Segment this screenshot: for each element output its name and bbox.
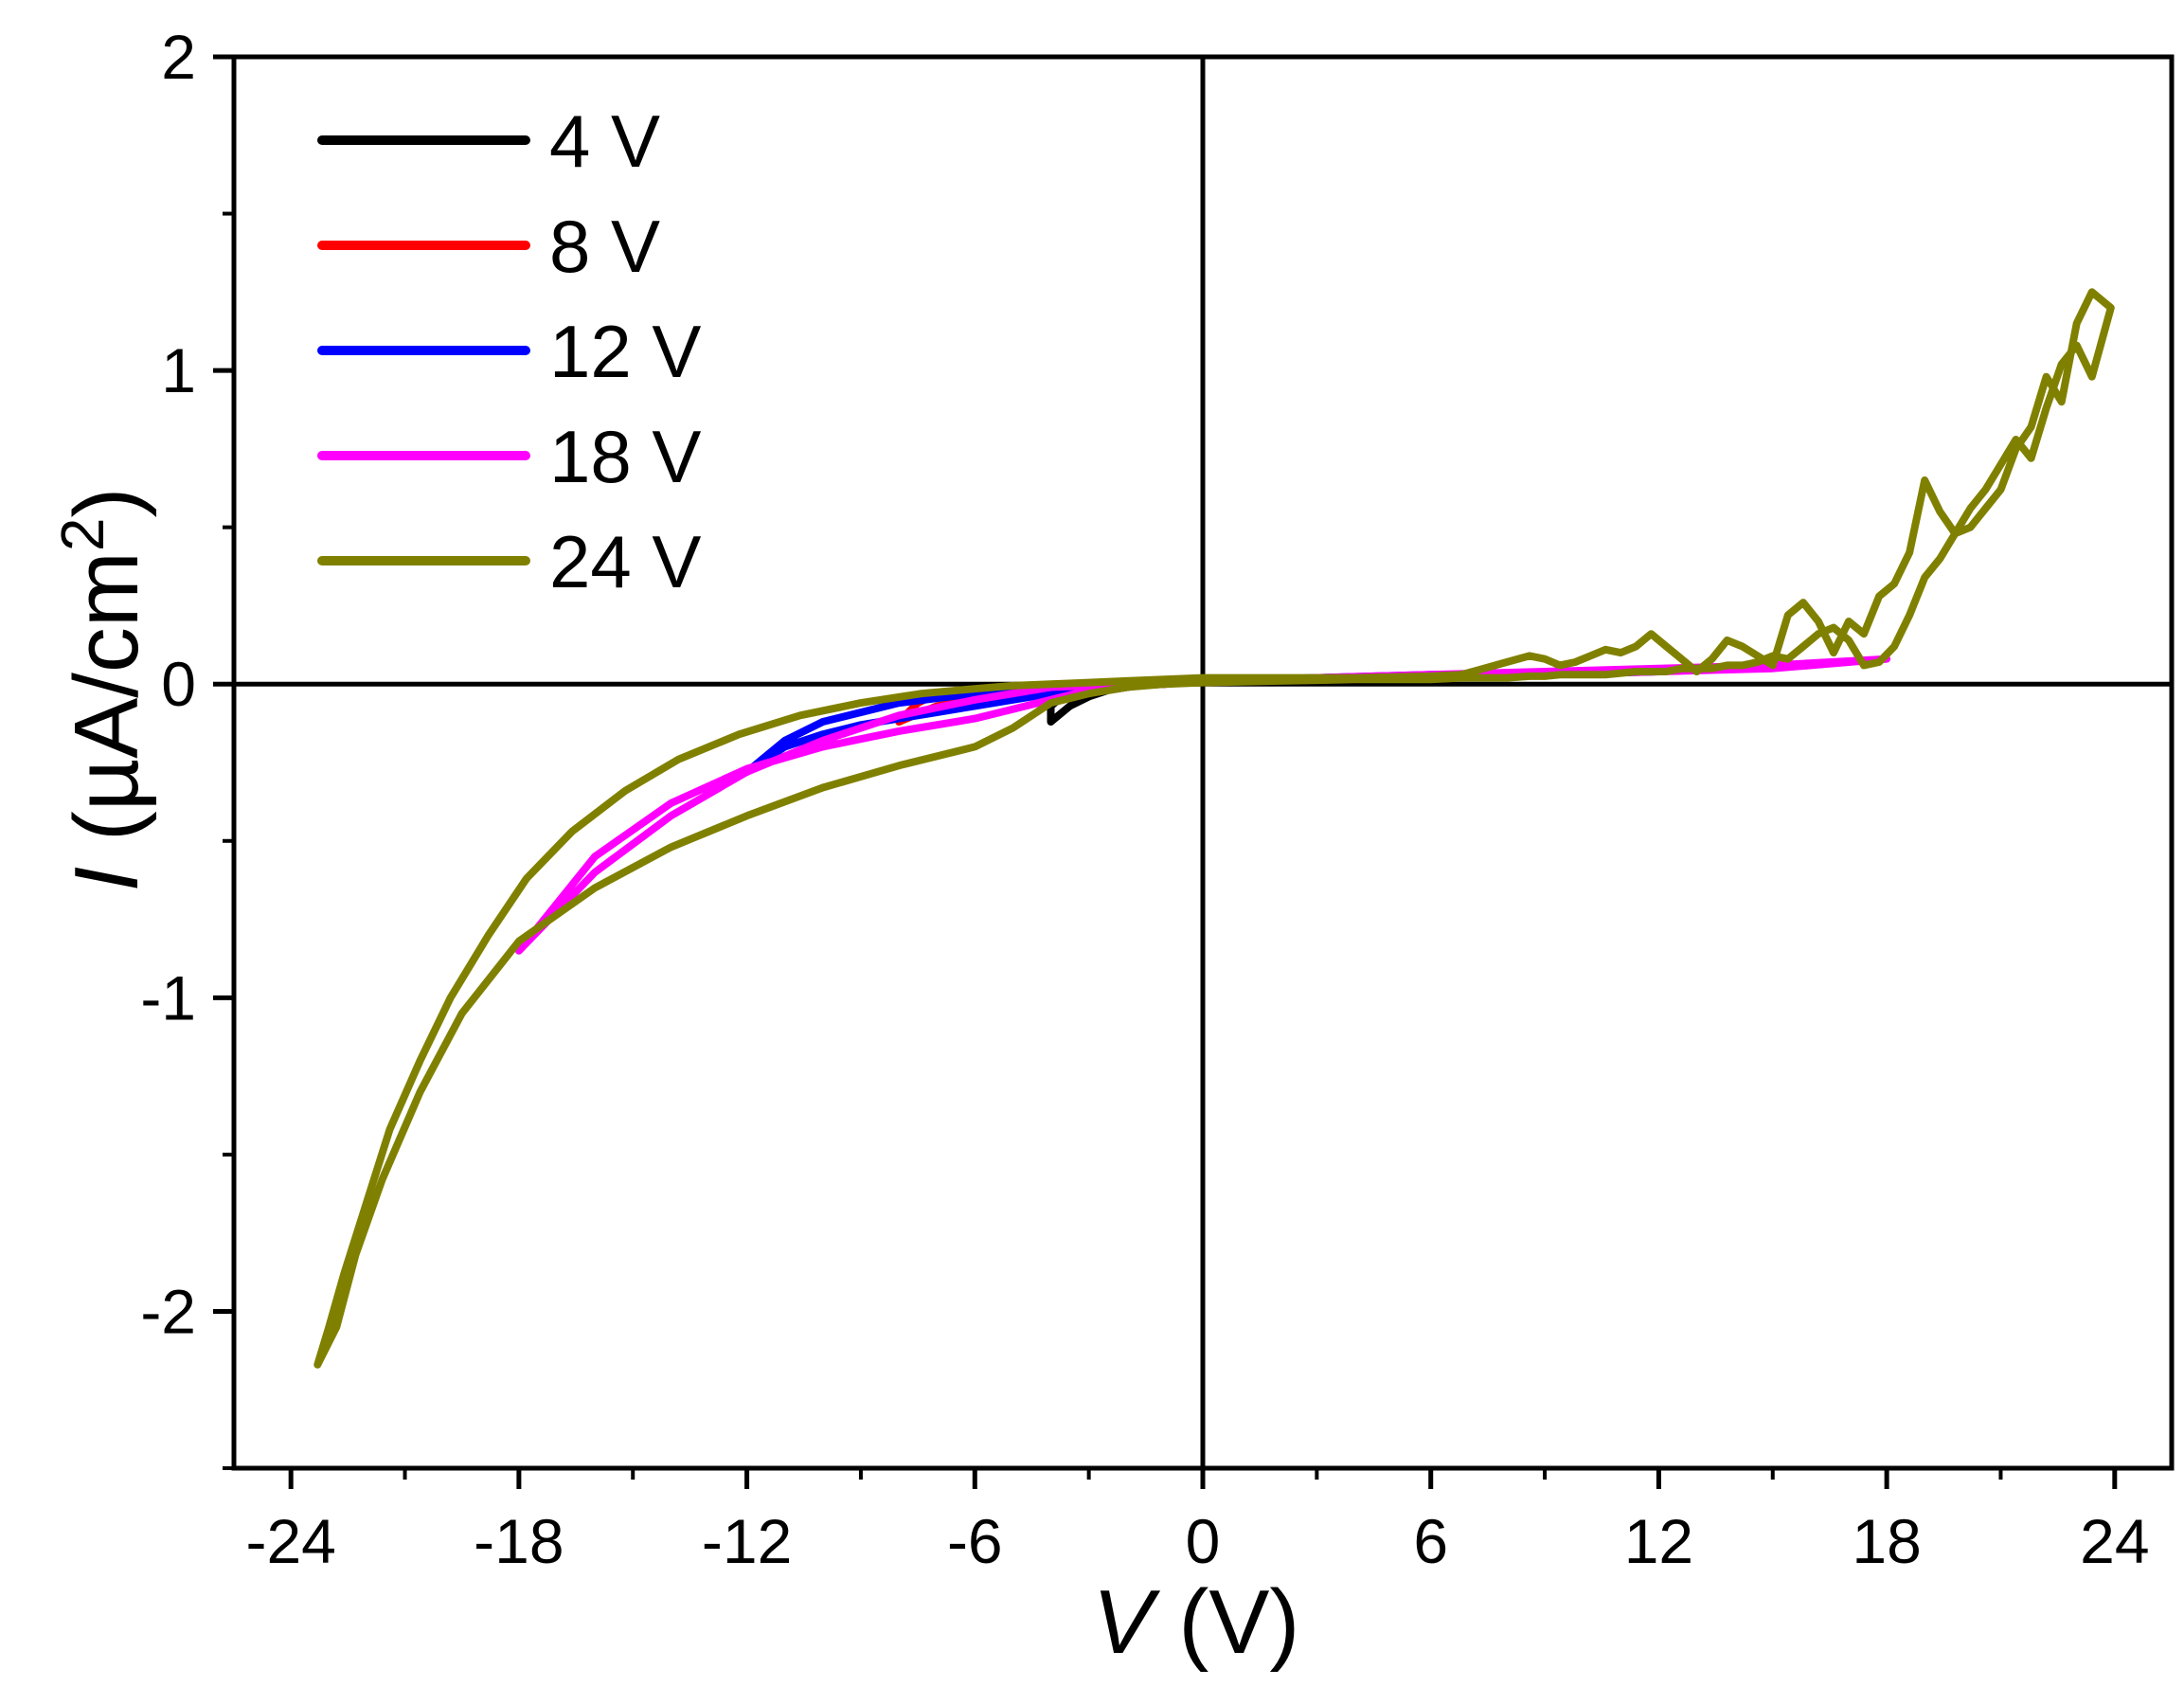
y-axis-title-close: ): [56, 488, 157, 518]
legend-label: 18 V: [549, 415, 701, 498]
y-axis-title-unit: (µA/cm: [56, 551, 157, 867]
series-line-24v: [313, 288, 2115, 1369]
x-tick-label: 18: [1852, 1506, 1921, 1576]
x-tick-label: 24: [2080, 1506, 2149, 1576]
x-axis-title-symbol: V: [1093, 1571, 1161, 1673]
x-tick-label: 0: [1186, 1506, 1221, 1576]
x-axis-title: V (V): [1093, 1571, 1300, 1673]
legend-item: 18 V: [317, 415, 701, 498]
y-axis-title-superscript: 2: [48, 518, 116, 552]
y-axis-title-symbol: I: [56, 867, 157, 892]
y-tick-label: -2: [140, 1276, 196, 1346]
y-axis-title: I (µA/cm2): [48, 488, 157, 892]
x-tick-label: 12: [1624, 1506, 1693, 1576]
legend-item: 4 V: [317, 99, 660, 183]
legend-item: 12 V: [317, 310, 701, 393]
legend-label: 8 V: [549, 205, 660, 288]
y-tick-label: 2: [161, 22, 196, 92]
x-tick-label: -24: [245, 1506, 335, 1576]
data-series: [313, 288, 2115, 1369]
y-tick-label: 1: [161, 335, 196, 405]
x-tick-label: -12: [702, 1506, 792, 1576]
x-tick-label: 6: [1413, 1506, 1448, 1576]
x-tick-label: -6: [947, 1506, 1003, 1576]
legend-item: 24 V: [317, 520, 701, 603]
legend: 4 V 8 V 12 V 18 V 24 V: [317, 99, 701, 603]
x-tick-label: -18: [474, 1506, 564, 1576]
zero-lines: [234, 57, 2172, 1468]
legend-label: 4 V: [549, 99, 660, 183]
legend-label: 24 V: [549, 520, 701, 603]
legend-label: 12 V: [549, 310, 701, 393]
y-tick-label: -1: [140, 962, 196, 1032]
y-tick-label: 0: [161, 649, 196, 719]
x-axis-title-unit: (V): [1154, 1571, 1300, 1673]
legend-item: 8 V: [317, 205, 660, 288]
x-axis-ticks: -24 -18 -12 -6 0 6 12 18 24: [245, 1468, 2150, 1576]
y-axis-ticks: -2 -1 0 1 2: [140, 22, 234, 1470]
